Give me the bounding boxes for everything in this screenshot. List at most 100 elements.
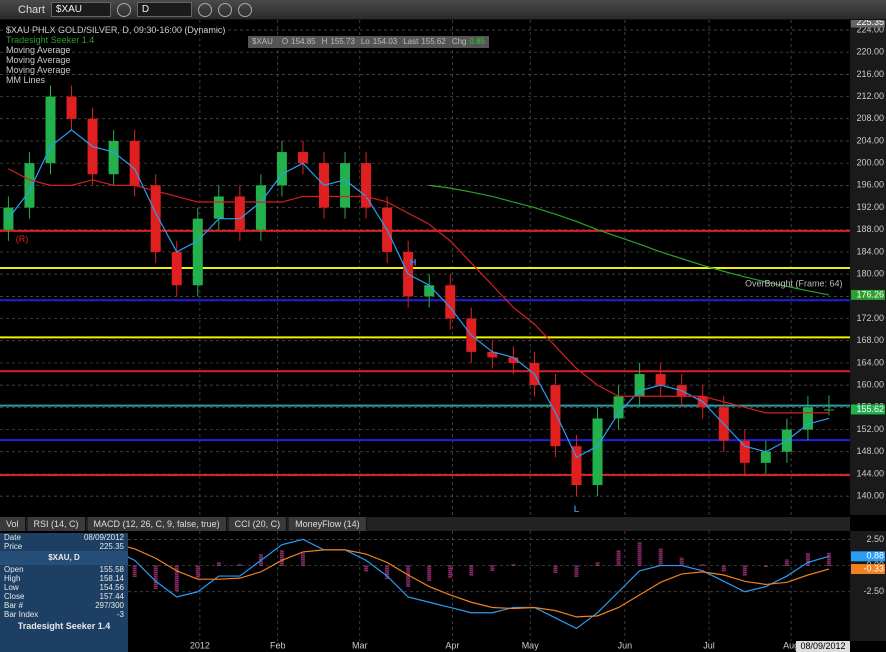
y-tick-label: 220.00 bbox=[856, 47, 884, 57]
candle-body bbox=[592, 418, 603, 486]
quote-label: Chg bbox=[451, 37, 467, 46]
legend-entry: Moving Average bbox=[6, 45, 71, 55]
data-value: 225.35 bbox=[99, 542, 124, 551]
tab[interactable]: CCI (20, C) bbox=[228, 517, 288, 531]
y-tick-label: 224.00 bbox=[856, 24, 884, 34]
price-tag-label: -0.33 bbox=[863, 563, 884, 573]
quote-field: $XAU bbox=[252, 36, 276, 48]
tab[interactable]: RSI (14, C) bbox=[27, 517, 86, 531]
data-row: Open 155.58 bbox=[0, 565, 128, 574]
legend-entry: MM Lines bbox=[6, 75, 46, 85]
y-tick-label: 172.00 bbox=[856, 313, 884, 323]
candle-body bbox=[424, 285, 435, 297]
x-tick-label: Jun bbox=[618, 640, 633, 650]
data-value: 154.56 bbox=[99, 583, 124, 592]
x-tick-label: 2012 bbox=[190, 640, 210, 650]
data-label: Date bbox=[4, 533, 21, 542]
data-value: -3 bbox=[116, 610, 124, 619]
data-row: Low 154.56 bbox=[0, 583, 128, 592]
candle-body bbox=[445, 285, 456, 319]
candle-body bbox=[213, 196, 224, 219]
y-tick-label: 148.00 bbox=[856, 446, 884, 456]
symbol-input[interactable]: $XAU bbox=[50, 2, 111, 17]
legend-entry: Tradesight Seeker 1.4 bbox=[6, 35, 95, 45]
y-tick-label: 140.00 bbox=[856, 491, 884, 501]
y-tick-label: 160.00 bbox=[856, 380, 884, 390]
y-tick-label: 200.00 bbox=[856, 158, 884, 168]
quote-field: H 155.73 bbox=[322, 36, 355, 48]
cursor-date: 08/09/2012 bbox=[800, 641, 845, 651]
annotation: OverBought (Frame: 64) bbox=[745, 279, 843, 289]
x-tick-label: May bbox=[522, 640, 540, 650]
candle-body bbox=[508, 357, 519, 363]
info-button[interactable] bbox=[237, 2, 252, 17]
y-tick-label: 212.00 bbox=[856, 91, 884, 101]
draw-button[interactable] bbox=[217, 2, 232, 17]
candle-body bbox=[613, 396, 624, 419]
quote-field: O 154.85 bbox=[282, 36, 316, 48]
legend-entry: $XAU PHLX GOLD/SILVER, D, 09:30-16:00 (D… bbox=[6, 25, 226, 35]
indicator-tabs: Vol RSI (14, C) MACD (12, 26, C, 9, false,… bbox=[0, 517, 850, 531]
candle-body bbox=[129, 140, 140, 186]
annotation: L bbox=[574, 504, 580, 514]
price-tag bbox=[851, 17, 885, 28]
data-label: Bar Index bbox=[4, 610, 39, 619]
data-label: Open bbox=[4, 565, 24, 574]
x-tick-label: Apr bbox=[445, 640, 459, 650]
data-value: 08/09/2012 bbox=[83, 533, 124, 542]
candle-body bbox=[739, 440, 750, 463]
tab[interactable]: MoneyFlow (14) bbox=[289, 517, 367, 531]
data-label: High bbox=[4, 574, 21, 583]
settings-button[interactable] bbox=[116, 2, 131, 17]
legend-entry: Moving Average bbox=[6, 55, 71, 65]
candle-body bbox=[255, 185, 266, 230]
toolbar: Chart $XAU D bbox=[0, 0, 886, 20]
x-tick-label: Jul bbox=[703, 640, 715, 650]
tab[interactable]: Vol bbox=[0, 517, 26, 531]
price-tag bbox=[851, 404, 885, 415]
quote-field: Chg 0.85 bbox=[452, 36, 485, 48]
price-tag bbox=[851, 551, 885, 562]
legend-entry: Moving Average bbox=[6, 65, 71, 75]
candle-body bbox=[192, 218, 203, 286]
candle-body bbox=[655, 374, 666, 386]
data-title: $XAU, D bbox=[0, 551, 128, 565]
y-tick-label: -2.50 bbox=[863, 586, 884, 596]
candle-body bbox=[340, 163, 351, 208]
data-row: Price 225.35 bbox=[0, 542, 128, 551]
legend: $XAU PHLX GOLD/SILVER, D, 09:30-16:00 (D… bbox=[6, 25, 225, 85]
candle-body bbox=[823, 409, 834, 411]
data-row: Bar # 297/300 bbox=[0, 601, 128, 610]
candle-body bbox=[760, 451, 771, 463]
data-row: Close 157.44 bbox=[0, 592, 128, 601]
tab[interactable]: MACD (12, 26, C, 9, false, true) bbox=[87, 517, 227, 531]
candle-body bbox=[297, 152, 308, 164]
quote-label: H bbox=[321, 37, 328, 46]
y-tick-label: 168.00 bbox=[856, 335, 884, 345]
price-tag-label: 0.88 bbox=[866, 551, 884, 561]
price-tag bbox=[851, 289, 885, 300]
quote-label: O bbox=[281, 37, 289, 46]
x-tick-label: Mar bbox=[352, 640, 368, 650]
candle-body bbox=[571, 446, 582, 486]
data-label: Close bbox=[4, 592, 25, 601]
candle-body bbox=[24, 163, 35, 208]
annotation: (R) bbox=[16, 234, 29, 244]
quote-value: 154.03 bbox=[372, 37, 398, 46]
interval-input[interactable]: D bbox=[136, 2, 192, 17]
candle-body bbox=[171, 251, 182, 286]
y-tick-label: 192.00 bbox=[856, 202, 884, 212]
price-tag bbox=[851, 564, 885, 575]
price-tag-label: 176.26 bbox=[856, 289, 884, 299]
quote-box: $XAU O 154.85 H 155.73 Lo 154.03 Last 155.62 Chg 0… bbox=[248, 36, 490, 48]
refresh-button[interactable] bbox=[197, 2, 212, 17]
candle-body bbox=[361, 163, 372, 208]
y-tick-label: 144.00 bbox=[856, 468, 884, 478]
y-tick-label: 184.00 bbox=[856, 246, 884, 256]
quote-field: Lo 154.03 bbox=[361, 36, 397, 48]
y-tick-label: 196.00 bbox=[856, 180, 884, 190]
candle-body bbox=[45, 96, 56, 164]
x-tick-label: Feb bbox=[270, 640, 286, 650]
y-tick-label: 2.50 bbox=[866, 534, 884, 544]
